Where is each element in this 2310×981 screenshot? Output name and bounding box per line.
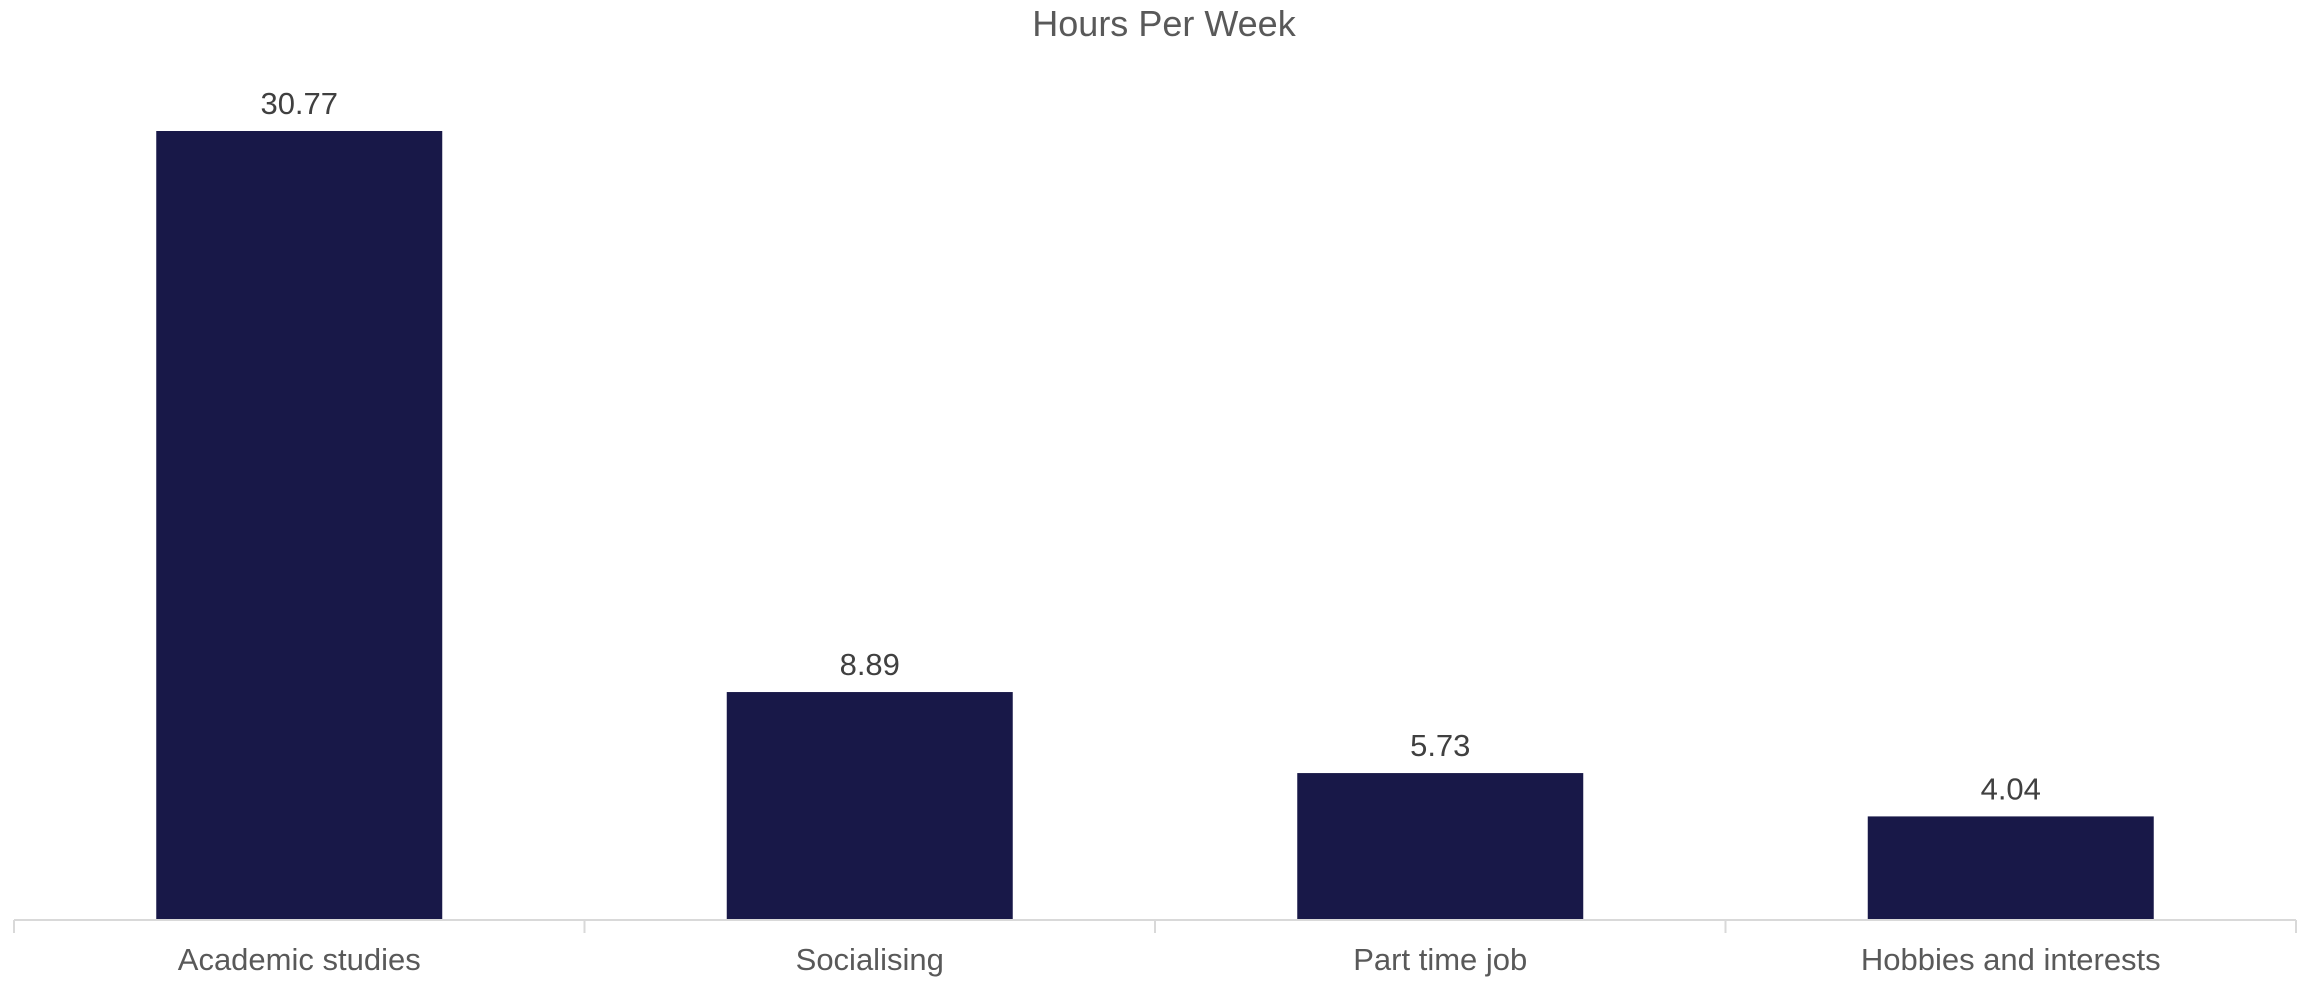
bar-value-label: 8.89 (840, 647, 900, 682)
category-label: Hobbies and interests (1861, 942, 2161, 977)
chart-title: Hours Per Week (1032, 3, 1296, 44)
category-labels-layer: Academic studies Socialising Part time job… (178, 942, 2161, 977)
x-axis-ticks-layer (13, 920, 2297, 933)
bar (726, 692, 1013, 920)
bar (1297, 773, 1584, 920)
bar-value-label: 5.73 (1410, 728, 1470, 763)
bar-value-label: 4.04 (1981, 771, 2041, 806)
category-label: Part time job (1353, 942, 1527, 977)
bar (1867, 816, 2154, 920)
data-labels-layer: 30.77 8.89 5.73 4.04 (260, 86, 2040, 806)
category-label: Socialising (796, 942, 944, 977)
bar (156, 131, 443, 920)
category-label: Academic studies (178, 942, 421, 977)
bars-layer (156, 131, 2154, 920)
bar-value-label: 30.77 (260, 86, 338, 121)
